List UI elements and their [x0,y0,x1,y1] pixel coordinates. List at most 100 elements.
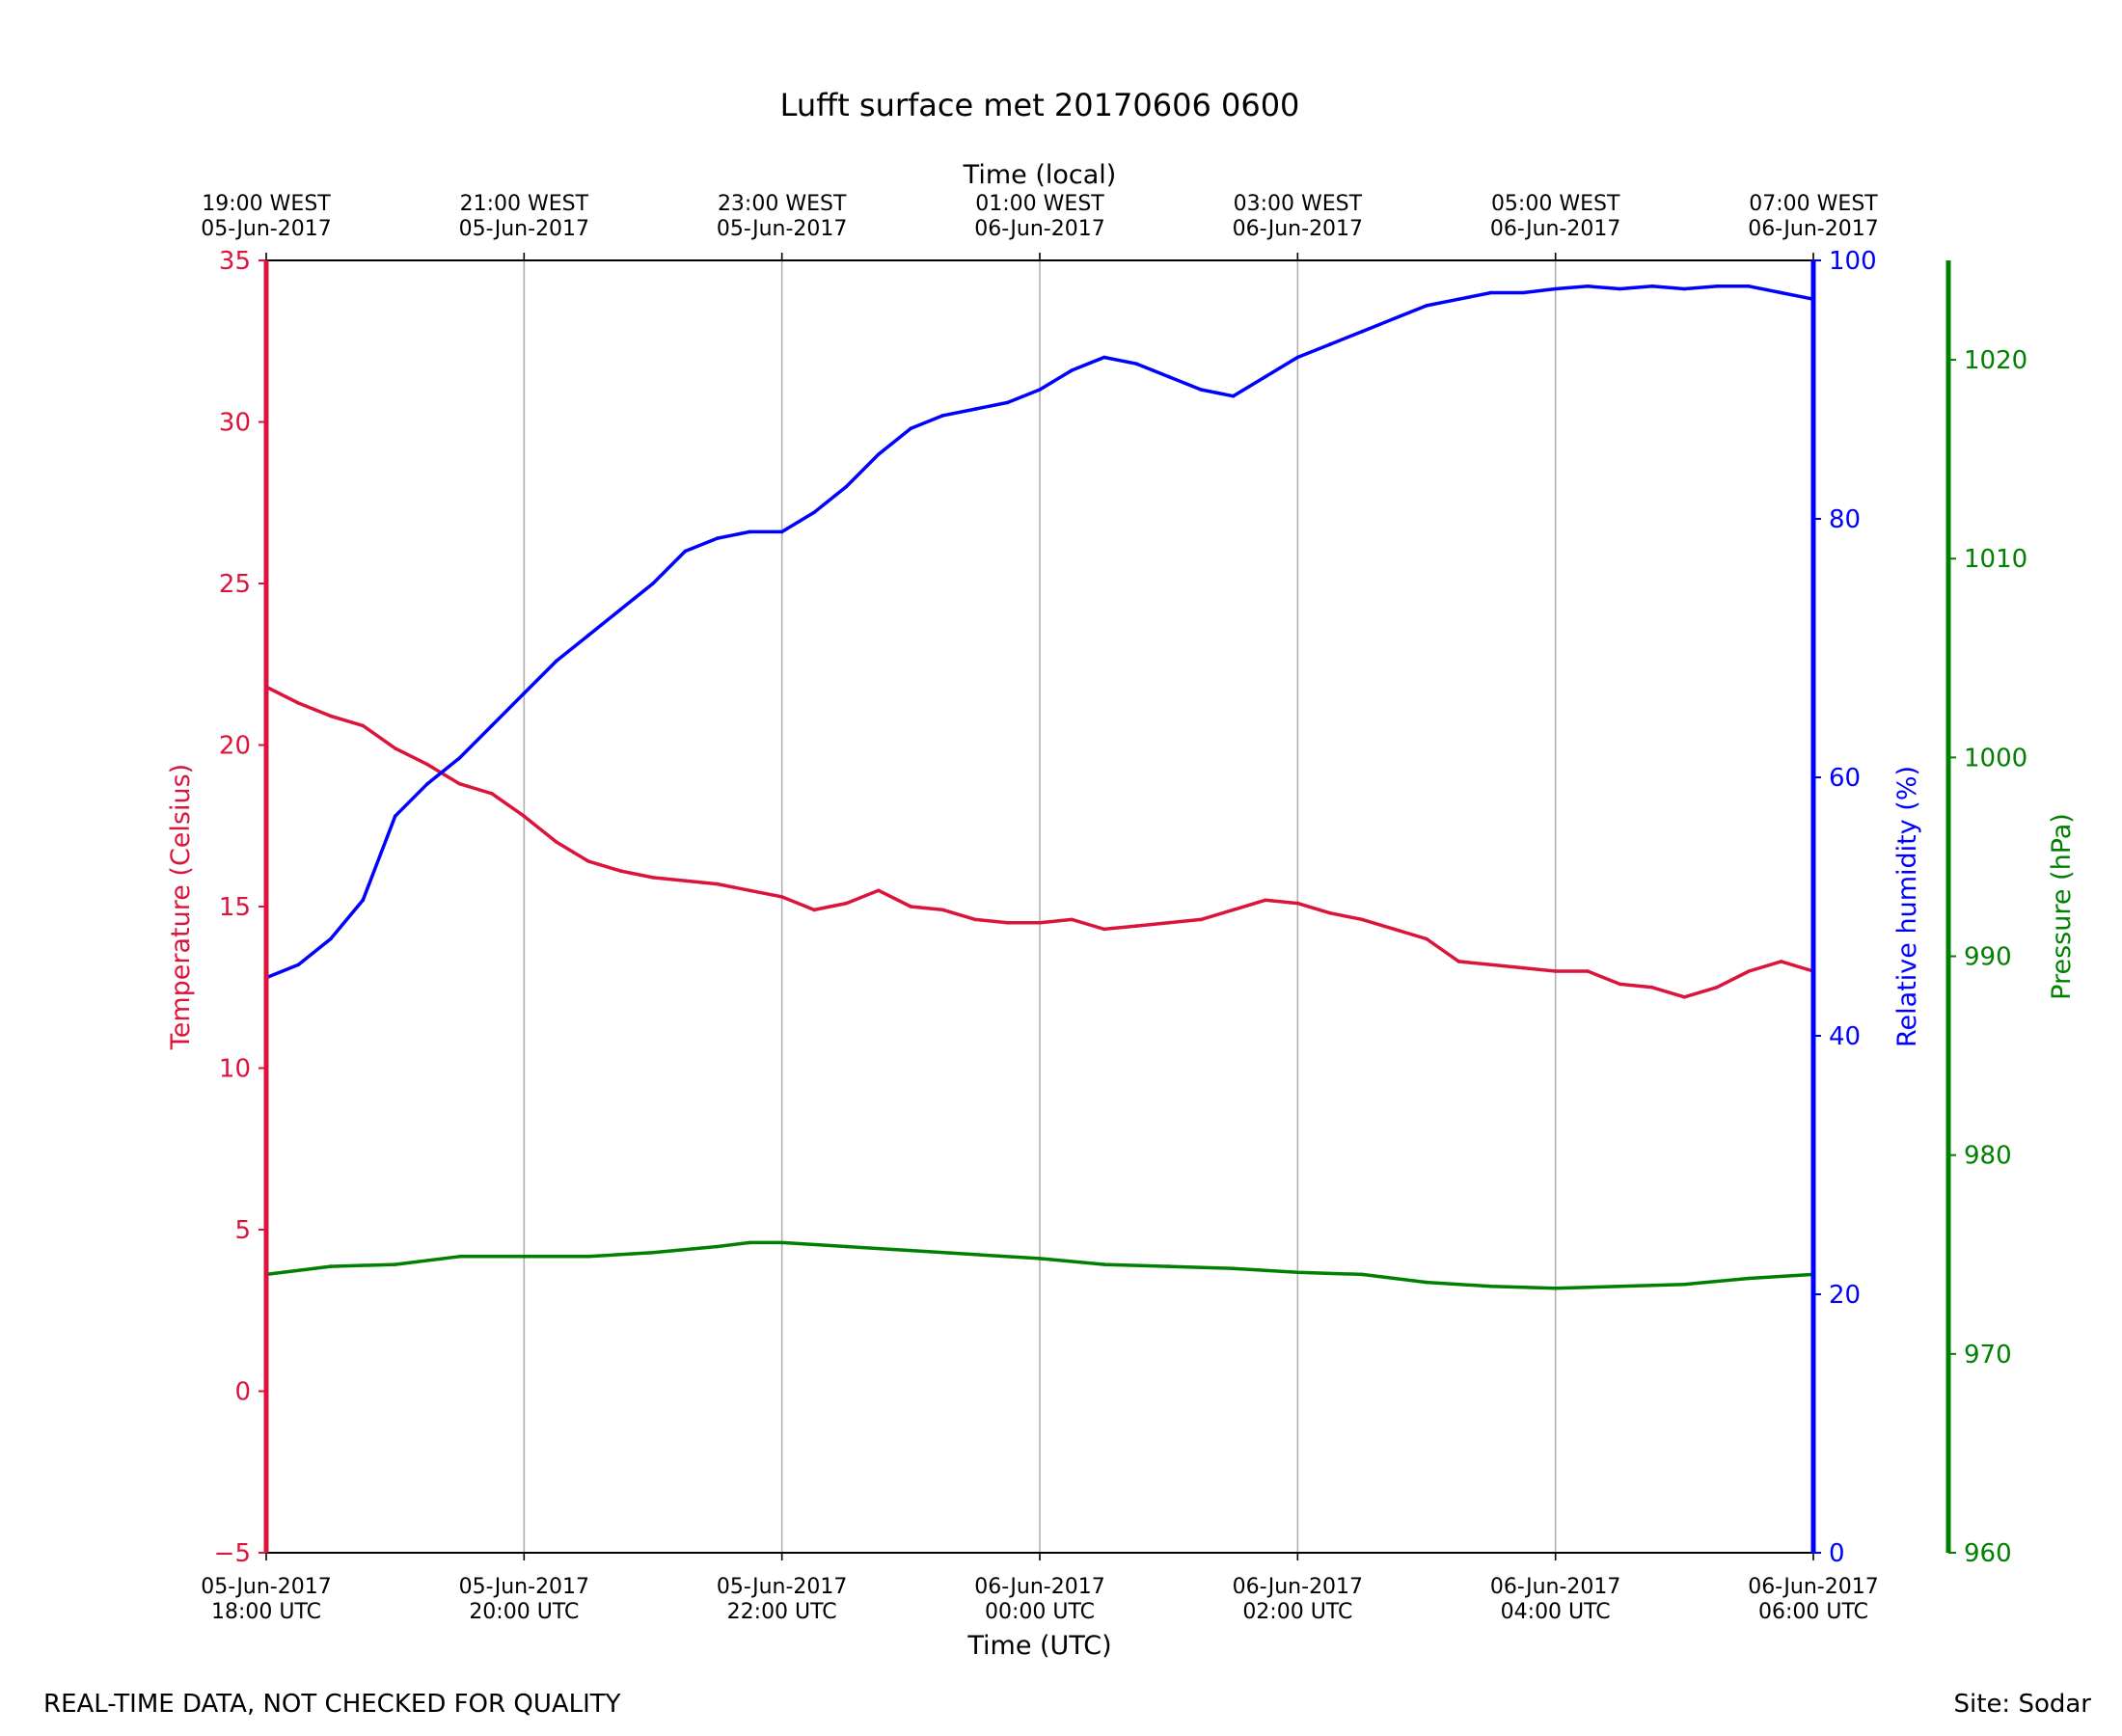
humidity-data-point [1038,388,1042,392]
x2-tick-label-date: 05-Jun-2017 [201,217,331,241]
pressure-data-point [1295,1270,1300,1275]
temperature-data-point [941,908,945,912]
x-tick-label-time: 02:00 UTC [1242,1600,1352,1624]
humidity-data-point [909,426,913,431]
temperature-data-point [844,901,849,906]
temperature-data-point [1295,901,1300,906]
humidity-data-point [779,529,784,534]
temperature-data-point [618,869,623,873]
temperature-data-point [1521,965,1526,970]
y-tick-label: 15 [219,893,251,922]
x2-tick-label-date: 05-Jun-2017 [717,217,847,241]
temperature-data-point [716,882,720,886]
chart-title: Lufft surface met 20170606 0600 [780,87,1300,123]
x2-tick-label-time: 19:00 WEST [202,192,331,216]
y-tick-label: 0 [234,1378,251,1407]
humidity-data-point [618,608,623,611]
pressure-data-point [1102,1262,1106,1266]
x2-tick-label-date: 06-Jun-2017 [1748,217,1878,241]
humidity-data-point [1489,290,1493,295]
x2-tick-label-date: 06-Jun-2017 [1490,217,1620,241]
temperature-data-point [909,905,913,909]
temperature-data-point [1682,995,1687,999]
humidity-data-point [1586,285,1590,288]
pressure-ticks: 960 970 980 990 1000 1010 1020 [1948,346,2027,1568]
temperature-data-point [1489,963,1493,967]
y-tick-label: 25 [219,570,251,599]
temperature-data-point [1360,917,1364,922]
temperature-data-point [1070,917,1075,922]
x2-tick-label-time: 23:00 WEST [718,192,847,216]
humidity-data-point [457,756,462,760]
humidity-data-point [1199,388,1203,392]
pressure-data-point [457,1255,462,1259]
humidity-data-point [1295,355,1300,360]
temperature-data-point [1134,924,1139,928]
x2-tick-label-time: 01:00 WEST [975,192,1104,216]
y-tick-label: 1010 [1964,545,2027,574]
pressure-data-point [1618,1285,1622,1288]
x2-tick-label-time: 07:00 WEST [1749,192,1878,216]
x2-tick-label-time: 21:00 WEST [460,192,589,216]
temperature-data-point [1779,960,1783,963]
y-tick-label: 40 [1829,1022,1861,1051]
pressure-data-point [1489,1285,1493,1288]
temperature-data-point [1456,960,1461,963]
temperature-data-point [1328,910,1332,915]
pressure-series-line [264,1240,1815,1290]
humidity-data-point [941,414,945,418]
humidity-data-point [393,814,397,818]
temperature-data-point [973,917,977,922]
pressure-data-point [973,1253,977,1257]
humidity-data-point [1618,286,1622,291]
pressure-data-point [748,1240,752,1245]
y-tick-label: 970 [1964,1341,2012,1370]
temperature-data-point [1586,969,1590,973]
temperature-data-point [877,888,881,893]
pressure-data-point [393,1262,397,1266]
y-tick-label: −5 [214,1539,251,1568]
humidity-data-point [812,510,816,515]
humidity-data-point [1747,285,1751,288]
x-tick-label-date: 06-Jun-2017 [1233,1575,1363,1599]
x-tick-label-time: 04:00 UTC [1501,1600,1611,1624]
y-tick-label: 60 [1829,764,1861,793]
humidity-data-point [1360,329,1364,334]
pressure-data-point [651,1250,655,1255]
humidity-data-point [1425,304,1428,308]
temperature-data-point [1715,986,1719,990]
x-tick-label-time: 22:00 UTC [727,1600,837,1624]
temperature-data-point [296,701,301,705]
temperature-data-point [651,876,655,880]
y-tick-label: 100 [1829,247,1877,276]
pressure-data-point [1425,1280,1428,1285]
humidity-data-point [1328,342,1332,346]
y-tick-label: 1000 [1964,744,2027,773]
humidity-data-point [555,659,558,664]
humidity-data-point [683,549,688,554]
humidity-data-point [586,633,590,637]
temperature-data-point [1264,898,1267,903]
temperature-data-point [1747,969,1751,973]
temperature-data-point [361,723,366,728]
temperature-data-point [1392,927,1397,932]
pressure-data-point [844,1244,849,1249]
temperature-data-point [1166,921,1171,925]
vertical-grid [523,260,1557,1553]
y-tick-label: 980 [1964,1142,2012,1171]
temperature-data-point [1005,921,1010,925]
temperature-data-point [329,714,333,719]
temperature-data-point [748,888,752,893]
site-label: Site: Sodar [1954,1690,2092,1719]
pressure-data-point [1038,1257,1042,1261]
x-tick-label-date: 06-Jun-2017 [1490,1575,1620,1599]
temperature-data-point [812,908,816,912]
temperature-data-point [522,814,527,818]
x-tick-label-date: 05-Jun-2017 [459,1575,589,1599]
x-tick-label-time: 00:00 UTC [985,1600,1095,1624]
pressure-data-point [1231,1266,1236,1270]
x-tick-label-date: 05-Jun-2017 [201,1575,331,1599]
temperature-data-point [683,879,688,882]
y-tick-label: 10 [219,1055,251,1084]
